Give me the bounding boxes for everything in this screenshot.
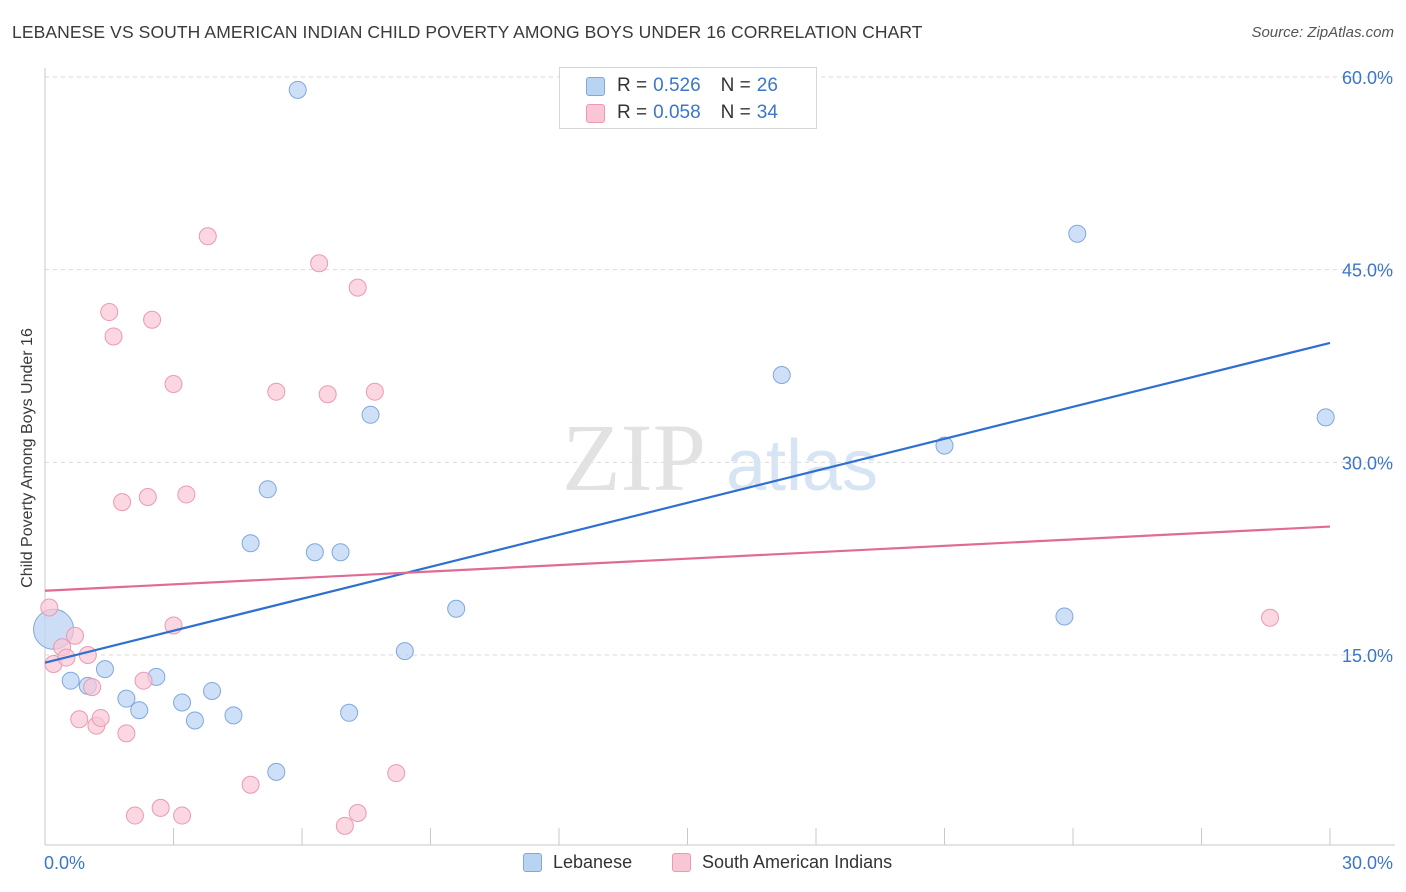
watermark: ZIP atlas xyxy=(562,404,878,511)
legend-r-label: R = xyxy=(617,75,648,96)
data-point-lebanese xyxy=(305,543,324,562)
legend-row-lebanese: R = 0.526 N = 26 xyxy=(586,75,778,97)
data-point-south-american-indians xyxy=(104,327,123,346)
data-point-lebanese xyxy=(61,671,80,690)
data-point-south-american-indians xyxy=(318,385,337,404)
x-tick-label: 0.0% xyxy=(44,853,85,873)
data-point-south-american-indians xyxy=(65,626,84,645)
data-point-south-american-indians xyxy=(164,374,183,393)
data-point-lebanese xyxy=(340,703,359,722)
data-point-south-american-indians xyxy=(173,806,192,825)
data-points xyxy=(33,80,1335,835)
data-point-south-american-indians xyxy=(241,775,260,794)
legend-r-value: 0.058 xyxy=(653,102,701,123)
watermark-zip: ZIP xyxy=(562,404,706,511)
legend-label-lebanese: Lebanese xyxy=(553,852,633,872)
legend-item-lebanese[interactable]: Lebanese xyxy=(523,852,632,873)
y-tick-label: 60.0% xyxy=(1342,68,1393,88)
data-point-south-american-indians xyxy=(83,678,102,697)
data-point-south-american-indians xyxy=(310,254,329,273)
legend-r-value: 0.526 xyxy=(653,75,701,96)
data-point-lebanese xyxy=(395,642,414,661)
data-point-lebanese xyxy=(267,762,286,781)
data-point-lebanese xyxy=(241,534,260,553)
data-point-lebanese xyxy=(935,436,954,455)
data-point-lebanese xyxy=(1068,224,1087,243)
legend-swatch-lebanese xyxy=(586,76,605,96)
legend-row-south-american-indians: R = 0.058 N = 34 xyxy=(586,102,778,124)
data-point-lebanese xyxy=(130,701,149,720)
data-point-lebanese xyxy=(1316,408,1335,427)
legend-n-label: N = xyxy=(720,102,751,123)
data-point-lebanese xyxy=(224,706,243,725)
legend-item-south-american-indians[interactable]: South American Indians xyxy=(672,852,892,873)
legend-n-label: N = xyxy=(720,75,751,96)
data-point-south-american-indians xyxy=(348,803,367,822)
y-tick-label: 15.0% xyxy=(1342,646,1393,666)
grid-lines xyxy=(45,76,1395,656)
legend-swatch-south-american-indians xyxy=(672,853,691,872)
data-point-lebanese xyxy=(117,689,136,708)
data-point-south-american-indians xyxy=(198,227,217,246)
legend-n-value: 26 xyxy=(756,75,778,96)
legend-swatch-south-american-indians xyxy=(586,103,605,123)
trend-lines xyxy=(44,341,1331,664)
data-point-lebanese xyxy=(95,660,114,679)
data-point-lebanese xyxy=(772,365,791,384)
legend-label-south-american-indians: South American Indians xyxy=(702,852,893,872)
axes xyxy=(44,68,1395,846)
data-point-south-american-indians xyxy=(151,798,170,817)
data-point-south-american-indians xyxy=(335,816,354,835)
y-axis-label: Child Poverty Among Boys Under 16 xyxy=(19,328,36,588)
data-point-south-american-indians xyxy=(117,724,136,743)
watermark-atlas: atlas xyxy=(726,426,878,506)
data-point-south-american-indians xyxy=(143,310,162,329)
series-legend: Lebanese South American Indians xyxy=(0,852,1406,876)
data-point-south-american-indians xyxy=(138,488,157,507)
data-point-south-american-indians xyxy=(125,806,144,825)
data-point-south-american-indians xyxy=(70,710,89,729)
data-point-lebanese xyxy=(203,681,222,700)
data-point-lebanese xyxy=(288,80,307,99)
data-point-south-american-indians xyxy=(348,278,367,297)
data-point-south-american-indians xyxy=(91,708,110,727)
data-point-lebanese xyxy=(447,599,466,618)
trend-line-south-american-indians xyxy=(44,525,1331,592)
data-point-south-american-indians xyxy=(1261,608,1280,627)
data-point-south-american-indians xyxy=(134,671,153,690)
legend-n-value: 34 xyxy=(756,102,778,123)
data-point-lebanese xyxy=(331,543,350,562)
data-point-south-american-indians xyxy=(365,382,384,401)
source-label: Source: ZipAtlas.com xyxy=(1251,24,1394,41)
data-point-lebanese xyxy=(258,480,277,499)
trend-line-lebanese xyxy=(44,341,1331,664)
data-point-south-american-indians xyxy=(78,646,97,664)
data-point-south-american-indians xyxy=(267,382,286,401)
data-point-south-american-indians xyxy=(113,493,132,512)
stats-legend: R = 0.526 N = 26 R = 0.058 N = 34 xyxy=(559,67,817,129)
data-point-south-american-indians xyxy=(40,598,59,617)
data-point-south-american-indians xyxy=(177,485,196,504)
legend-r-label: R = xyxy=(617,102,648,123)
data-point-south-american-indians xyxy=(100,303,119,322)
data-point-lebanese xyxy=(1055,607,1074,626)
data-point-lebanese xyxy=(185,711,204,730)
data-point-south-american-indians xyxy=(387,764,406,783)
chart-title: LEBANESE VS SOUTH AMERICAN INDIAN CHILD … xyxy=(12,22,923,42)
tick-labels: 15.0% 30.0% 45.0% 60.0% 0.0% 30.0% xyxy=(44,68,1393,873)
y-tick-label: 45.0% xyxy=(1342,261,1393,281)
data-point-lebanese xyxy=(361,405,380,424)
y-tick-label: 30.0% xyxy=(1342,453,1393,473)
legend-swatch-lebanese xyxy=(523,853,542,872)
x-tick-label: 30.0% xyxy=(1342,853,1393,873)
data-point-lebanese xyxy=(173,693,192,712)
